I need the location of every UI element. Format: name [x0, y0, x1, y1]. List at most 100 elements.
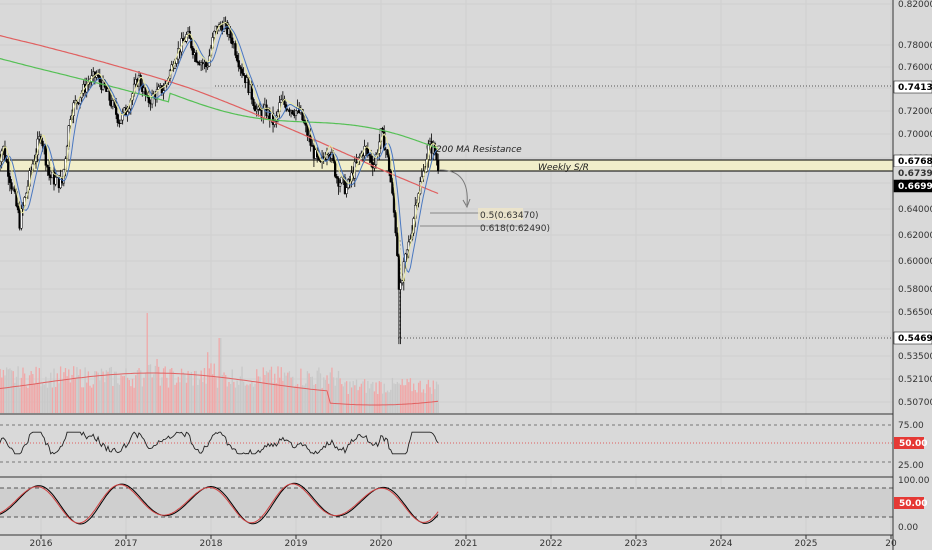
volume-bar: [0, 368, 1, 413]
candle-body: [255, 109, 258, 112]
volume-bar: [390, 389, 392, 413]
volume-bar: [95, 371, 98, 413]
candle-body: [237, 60, 240, 68]
volume-bar: [256, 369, 258, 413]
price-tag-label: 0.54693: [898, 334, 932, 344]
ma-resistance-label: 200 MA Resistance: [436, 145, 522, 155]
volume-bar: [236, 380, 238, 413]
candle-body: [13, 188, 16, 192]
candle-body: [196, 61, 200, 64]
price-axis[interactable]: 0.820000.780000.760000.740000.720000.700…: [892, 0, 932, 550]
volume-bar: [306, 371, 309, 413]
volume-bar: [110, 366, 112, 413]
volume-ma-line: [0, 372, 439, 406]
time-tick-label: 2022: [540, 539, 563, 549]
price-tick-label: 0.53500: [898, 352, 932, 362]
stoch-d-line: [0, 483, 439, 524]
volume-bar: [9, 368, 11, 413]
candle-body: [213, 30, 216, 38]
volume-bar: [354, 385, 356, 413]
volume-bar: [365, 392, 367, 413]
volume-bar: [94, 371, 96, 413]
price-tag-label: 0.67396: [898, 169, 932, 179]
volume-bar: [378, 381, 380, 413]
candle-body: [29, 170, 33, 172]
candle-body: [338, 182, 342, 187]
volume-bar: [202, 382, 204, 413]
volume-bar: [73, 366, 75, 413]
volume-bar: [122, 376, 124, 413]
stoch-50-tag: 50.00: [899, 499, 927, 509]
candle-body: [301, 109, 304, 121]
time-axis[interactable]: 2016 2017 2018 2019 2020 2021 2022 2023 2024 2025…: [30, 535, 897, 549]
volume-bar: [285, 375, 287, 413]
volume-bar: [97, 372, 99, 413]
candle-body: [394, 212, 397, 234]
volume-bar: [153, 374, 155, 413]
candle-body: [435, 153, 438, 161]
volume-bar: [329, 372, 331, 413]
volume-bar: [154, 365, 157, 413]
volume-bar: [413, 383, 415, 413]
volume-bar: [314, 384, 317, 413]
volume-bar: [89, 385, 91, 413]
volume-bar: [238, 384, 240, 413]
volume-bar: [280, 367, 282, 413]
volume-bar: [221, 374, 224, 413]
volume-bar: [105, 370, 108, 413]
candle-body: [234, 43, 237, 56]
volume-bar: [23, 373, 26, 413]
candle-body: [340, 176, 343, 184]
price-tick-label: 0.64000: [898, 205, 932, 215]
volume-bar: [283, 372, 286, 413]
volume-bar: [58, 383, 60, 413]
price-tick-label: 0.58000: [898, 285, 932, 295]
volume-bar: [86, 382, 88, 413]
volume-bar: [409, 378, 412, 413]
volume-bar: [102, 371, 104, 413]
candle-body: [280, 99, 283, 103]
candle-body: [157, 86, 160, 90]
volume-bar: [287, 372, 289, 413]
volume-bar: [56, 373, 58, 413]
volume-bar: [249, 383, 251, 413]
candle-body: [345, 187, 348, 194]
volume-bar: [437, 384, 439, 413]
volume-bar: [277, 366, 279, 413]
volume-bar: [12, 371, 14, 413]
volume-bar: [180, 368, 183, 413]
volume-bar: [404, 385, 407, 413]
volume-bar: [100, 368, 103, 413]
volume-bar: [115, 371, 117, 413]
volume-bar: [241, 366, 243, 413]
volume-bar: [107, 371, 109, 413]
candle-body: [334, 160, 337, 177]
candle-body: [160, 85, 164, 94]
volume-bar: [308, 373, 310, 413]
volume-bar: [81, 387, 83, 413]
volume-bar: [411, 391, 413, 413]
time-tick-label: 2017: [115, 539, 138, 549]
volume-bar: [292, 376, 294, 413]
candle-body: [181, 38, 185, 42]
volume-bar: [368, 388, 371, 413]
volume-bar: [267, 372, 269, 413]
volume-bar: [20, 377, 23, 413]
volume-bar: [434, 389, 436, 413]
volume-bar: [323, 377, 325, 413]
price-tick-label: 0.82000: [898, 0, 932, 10]
volume-bar: [233, 381, 235, 413]
rsi-25-label: 25.00: [898, 461, 924, 471]
volume-bar: [419, 380, 421, 413]
volume-bar: [272, 382, 274, 413]
volume-bar: [91, 387, 93, 413]
volume-bar: [247, 385, 250, 413]
volume-bar: [337, 370, 340, 413]
candle-body: [405, 249, 409, 255]
volume-bar: [295, 385, 297, 413]
candle-body: [309, 135, 312, 146]
volume-bar: [342, 386, 345, 413]
volume-bar: [179, 382, 181, 413]
candle-body: [291, 110, 294, 114]
